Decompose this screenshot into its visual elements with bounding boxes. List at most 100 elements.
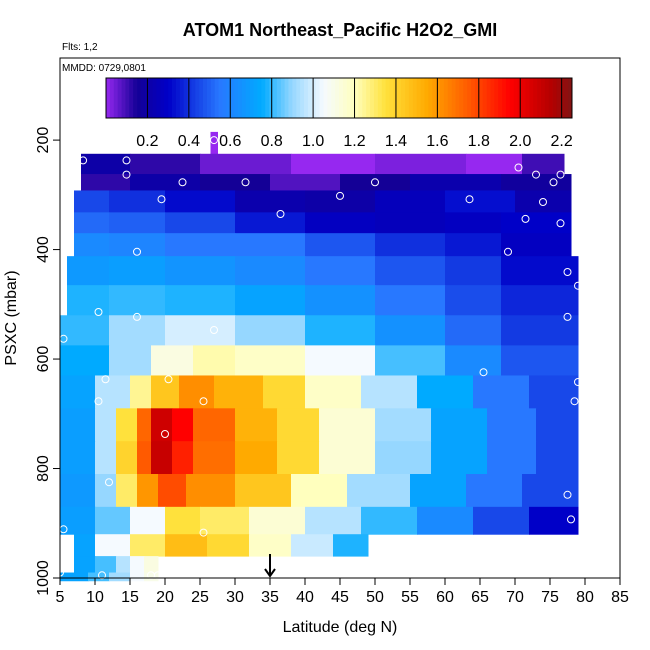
data-point	[161, 430, 169, 438]
colorbar-segment	[529, 78, 534, 118]
colorbar-segment	[218, 78, 223, 118]
colorbar-segment	[292, 78, 297, 118]
heatmap-cell	[95, 506, 131, 535]
heatmap-cell	[340, 174, 411, 191]
colorbar-segment	[548, 78, 553, 118]
colorbar-tick-label: 1.6	[426, 133, 448, 150]
heatmap-cell	[522, 153, 565, 175]
heatmap-cell	[165, 233, 236, 257]
colorbar-segment	[397, 78, 402, 118]
y-axis-label: PSXC (mbar)	[3, 270, 20, 365]
colorbar-segment	[377, 78, 383, 118]
colorbar-segment	[447, 78, 453, 118]
heatmap-cell	[109, 233, 166, 257]
data-point	[154, 571, 162, 580]
colorbar-segment	[164, 78, 169, 118]
x-tick-label: 80	[576, 589, 594, 606]
x-tick-label: 55	[401, 589, 419, 606]
heatmap-cell	[305, 212, 376, 234]
heatmap-cell	[109, 256, 166, 286]
heatmap-cell	[333, 534, 369, 557]
heatmap-cell	[130, 534, 166, 557]
heatmap-cell	[277, 408, 320, 442]
colorbar-segment	[467, 78, 472, 118]
x-tick-label: 85	[611, 589, 629, 606]
colorbar-tick-label: 1.0	[302, 133, 324, 150]
colorbar-segment	[179, 78, 185, 118]
heatmap-cell	[487, 441, 537, 475]
colorbar-segment	[346, 78, 352, 118]
heatmap-cell	[74, 212, 110, 234]
heatmap-cell	[74, 233, 110, 257]
heatmap-cell	[109, 315, 166, 346]
heatmap-cell	[95, 534, 131, 557]
colorbar-tick-label: 2.0	[509, 133, 531, 150]
data-point	[199, 528, 208, 537]
colorbar-segment	[172, 78, 177, 118]
colorbar-segment	[319, 78, 324, 118]
heatmap-cell	[536, 408, 579, 442]
heatmap-cell	[165, 315, 236, 346]
x-tick-label: 45	[331, 589, 349, 606]
colorbar-segment	[385, 78, 390, 118]
heatmap-cell	[445, 315, 502, 346]
heatmap-cell	[179, 375, 215, 409]
heatmap-cell	[172, 408, 194, 442]
heatmap-cell	[235, 190, 306, 213]
colorbar-segment	[331, 78, 336, 118]
colorbar-segment	[195, 78, 200, 118]
heatmap-cell	[501, 233, 572, 257]
heatmap-cell	[270, 174, 341, 191]
colorbar-segment	[199, 78, 204, 118]
heatmap-cell	[515, 190, 572, 213]
colorbar-segment	[540, 78, 546, 118]
heatmap-cell	[210, 131, 218, 155]
heatmap-cell	[417, 375, 474, 409]
colorbar-segment	[241, 78, 247, 118]
colorbar-segment	[129, 78, 134, 118]
x-tick-label: 15	[121, 589, 139, 606]
heatmap-cell	[130, 556, 145, 574]
data-point	[567, 515, 575, 524]
colorbar-segment	[416, 78, 421, 118]
heatmap-cell	[116, 474, 138, 508]
heatmap-cell	[529, 506, 579, 535]
heatmap-cell	[445, 233, 502, 257]
colorbar-segment	[482, 78, 487, 118]
colorbar-segment	[106, 78, 111, 118]
heatmap-cell	[466, 474, 523, 508]
colorbar-segment	[265, 78, 270, 118]
data-point	[241, 178, 250, 187]
colorbar-segment	[148, 78, 153, 118]
data-point	[336, 191, 344, 200]
heatmap-cell	[130, 572, 145, 582]
chart-title: ATOM1 Northeast_Pacific H2O2_GMI	[183, 20, 497, 40]
heatmap-cell	[410, 174, 502, 191]
heatmap-cell	[165, 190, 236, 213]
flights-annotation: Flts: 1,2	[62, 42, 98, 53]
heatmap-cell	[235, 212, 306, 234]
colorbar-segment	[439, 78, 445, 118]
colorbar-segment	[156, 78, 161, 118]
colorbar-segment	[366, 78, 371, 118]
data-point	[101, 375, 110, 384]
heatmap-cells	[60, 131, 579, 582]
heatmap-cell	[95, 375, 131, 409]
heatmap-cell	[445, 256, 502, 286]
heatmap-cell	[305, 285, 376, 316]
data-point	[532, 170, 540, 179]
data-point	[199, 397, 208, 406]
colorbar-segment	[335, 78, 340, 118]
heatmap-cell	[137, 474, 159, 508]
data-point	[79, 156, 88, 165]
data-point	[563, 312, 572, 321]
colorbar-segment	[502, 78, 507, 118]
colorbar-segment	[203, 78, 208, 118]
heatmap-cell	[95, 556, 117, 574]
colorbar-segment	[509, 78, 515, 118]
colorbar-segment	[455, 78, 460, 118]
heatmap-cell	[74, 190, 110, 213]
colorbar-segment	[284, 78, 289, 118]
colorbar-segment	[342, 78, 348, 118]
